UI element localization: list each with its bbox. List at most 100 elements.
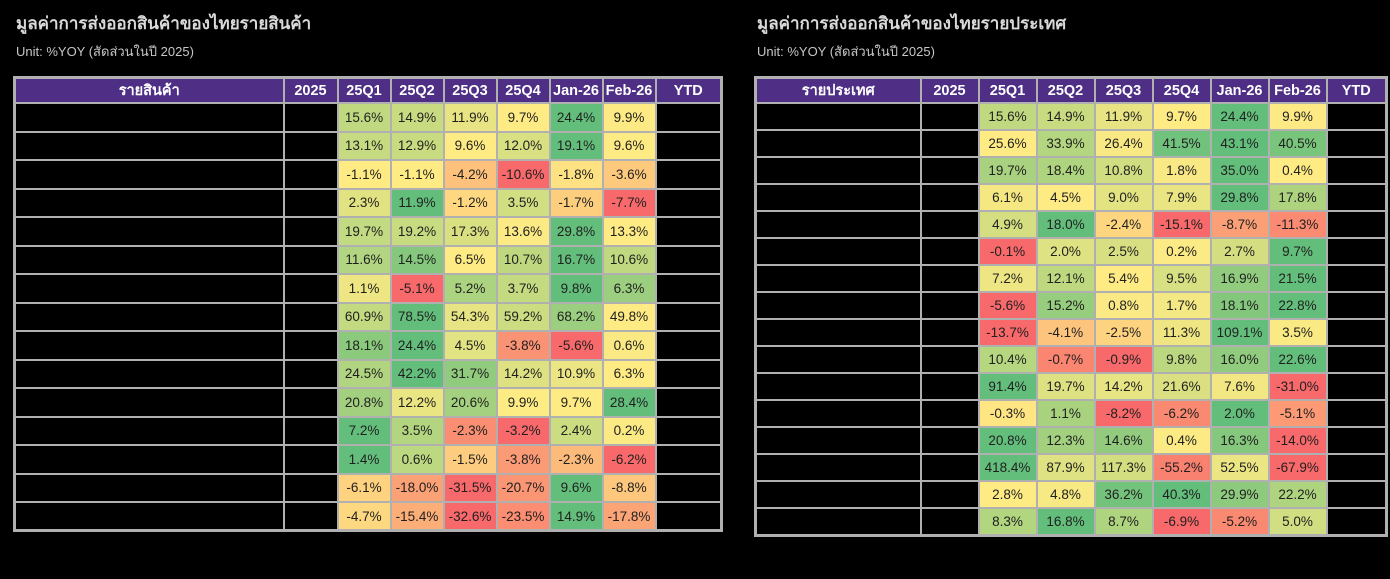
heatmap-cell: 5.2% — [442, 273, 498, 304]
cell-ytd-redacted — [1325, 264, 1388, 293]
heatmap-cell: 2.5% — [1093, 237, 1154, 266]
table-row: -13.7% -4.1% -2.5% 11.3% 109.1% 3.5% — [754, 318, 1388, 347]
cell-2025-redacted — [919, 426, 980, 455]
heatmap-cell: 19.7% — [977, 156, 1038, 185]
heatmap-cell: -3.8% — [495, 330, 551, 361]
heatmap-cell: 10.8% — [1093, 156, 1154, 185]
heatmap-cell: 0.2% — [1151, 237, 1212, 266]
column-header: รายสินค้า — [13, 76, 285, 104]
heatmap-cell: 4.5% — [442, 330, 498, 361]
table-row: 7.2% 3.5% -2.3% -3.2% 2.4% 0.2% — [13, 415, 723, 446]
row-label-redacted — [754, 345, 922, 374]
heatmap-cell: 18.1% — [336, 330, 392, 361]
heatmap-cell: 33.9% — [1035, 129, 1096, 158]
table-row: 19.7% 18.4% 10.8% 1.8% 35.0% 0.4% — [754, 156, 1388, 185]
cell-ytd-redacted — [654, 216, 723, 247]
cell-2025-redacted — [282, 273, 339, 304]
heatmap-cell: -5.1% — [389, 273, 445, 304]
heatmap-cell: 42.2% — [389, 358, 445, 389]
heatmap-cell: 13.3% — [601, 216, 657, 247]
export-by-country-unit-label: Unit: %YOY (สัดส่วนในปี 2025) — [757, 44, 935, 59]
heatmap-cell: 109.1% — [1209, 318, 1270, 347]
heatmap-cell: -3.2% — [495, 415, 551, 446]
heatmap-cell: 16.8% — [1035, 507, 1096, 536]
cell-ytd-redacted — [654, 387, 723, 418]
cell-ytd-redacted — [654, 472, 723, 503]
heatmap-cell: 18.4% — [1035, 156, 1096, 185]
heatmap-cell: -5.2% — [1209, 507, 1270, 536]
heatmap-cell: 13.6% — [495, 216, 551, 247]
table-row: 418.4% 87.9% 117.3% -55.2% 52.5% -67.9% — [754, 453, 1388, 482]
heatmap-cell: 6.1% — [977, 183, 1038, 212]
heatmap-cell: -6.2% — [1151, 399, 1212, 428]
cell-2025-redacted — [919, 156, 980, 185]
heatmap-cell: -3.6% — [601, 159, 657, 190]
cell-2025-redacted — [919, 291, 980, 320]
heatmap-cell: 2.3% — [336, 187, 392, 218]
heatmap-cell: 9.7% — [548, 387, 604, 418]
heatmap-cell: -0.1% — [977, 237, 1038, 266]
cell-ytd-redacted — [1325, 480, 1388, 509]
heatmap-cell: 20.8% — [336, 387, 392, 418]
row-label-redacted — [13, 159, 285, 190]
table-row: 8.3% 16.8% 8.7% -6.9% -5.2% 5.0% — [754, 507, 1388, 536]
heatmap-cell: 22.8% — [1267, 291, 1328, 320]
table-row: -6.1% -18.0% -31.5% -20.7% 9.6% -8.8% — [13, 472, 723, 503]
heatmap-cell: 24.4% — [389, 330, 445, 361]
heatmap-cell: 12.9% — [389, 130, 445, 161]
heatmap-cell: 3.5% — [389, 415, 445, 446]
column-header: 25Q3 — [1093, 76, 1154, 104]
heatmap-cell: 40.5% — [1267, 129, 1328, 158]
row-label-redacted — [13, 273, 285, 304]
row-label-redacted — [13, 187, 285, 218]
heatmap-cell: 19.7% — [1035, 372, 1096, 401]
heatmap-cell: 0.6% — [601, 330, 657, 361]
heatmap-cell: 52.5% — [1209, 453, 1270, 482]
heatmap-cell: 21.6% — [1151, 372, 1212, 401]
row-label-redacted — [754, 507, 922, 536]
heatmap-cell: 9.7% — [1151, 102, 1212, 131]
cell-2025-redacted — [282, 415, 339, 446]
cell-2025-redacted — [282, 358, 339, 389]
heatmap-cell: -0.9% — [1093, 345, 1154, 374]
row-label-redacted — [754, 156, 922, 185]
heatmap-cell: 7.2% — [336, 415, 392, 446]
heatmap-cell: -2.5% — [1093, 318, 1154, 347]
heatmap-cell: 10.4% — [977, 345, 1038, 374]
cell-2025-redacted — [282, 102, 339, 133]
heatmap-cell: 15.2% — [1035, 291, 1096, 320]
table-row: 15.6% 14.9% 11.9% 9.7% 24.4% 9.9% — [13, 102, 723, 133]
row-label-redacted — [754, 318, 922, 347]
heatmap-cell: 17.3% — [442, 216, 498, 247]
cell-ytd-redacted — [1325, 102, 1388, 131]
heatmap-cell: -7.7% — [601, 187, 657, 218]
heatmap-cell: 35.0% — [1209, 156, 1270, 185]
table-row: 7.2% 12.1% 5.4% 9.5% 16.9% 21.5% — [754, 264, 1388, 293]
heatmap-cell: -5.6% — [548, 330, 604, 361]
table-row: -4.7% -15.4% -32.6% -23.5% 14.9% -17.8% — [13, 501, 723, 532]
cell-ytd-redacted — [1325, 453, 1388, 482]
cell-ytd-redacted — [654, 501, 723, 532]
cell-2025-redacted — [282, 187, 339, 218]
column-header: 25Q1 — [977, 76, 1038, 104]
heatmap-cell: 18.0% — [1035, 210, 1096, 239]
row-label-redacted — [754, 102, 922, 131]
cell-ytd-redacted — [1325, 399, 1388, 428]
heatmap-cell: 4.5% — [1035, 183, 1096, 212]
row-label-redacted — [13, 216, 285, 247]
cell-ytd-redacted — [1325, 345, 1388, 374]
heatmap-cell: 11.9% — [1093, 102, 1154, 131]
heatmap-cell: 17.8% — [1267, 183, 1328, 212]
column-header: 2025 — [919, 76, 980, 104]
heatmap-cell: -8.8% — [601, 472, 657, 503]
heatmap-cell: 6.5% — [442, 244, 498, 275]
table-row: 19.7% 19.2% 17.3% 13.6% 29.8% 13.3% — [13, 216, 723, 247]
row-label-redacted — [13, 244, 285, 275]
row-label-redacted — [754, 183, 922, 212]
row-label-redacted — [13, 415, 285, 446]
column-header: Jan-26 — [1209, 76, 1270, 104]
table-row: -0.1% 2.0% 2.5% 0.2% 2.7% 9.7% — [754, 237, 1388, 266]
heatmap-cell: 19.2% — [389, 216, 445, 247]
heatmap-cell: 10.6% — [601, 244, 657, 275]
heatmap-cell: 22.2% — [1267, 480, 1328, 509]
